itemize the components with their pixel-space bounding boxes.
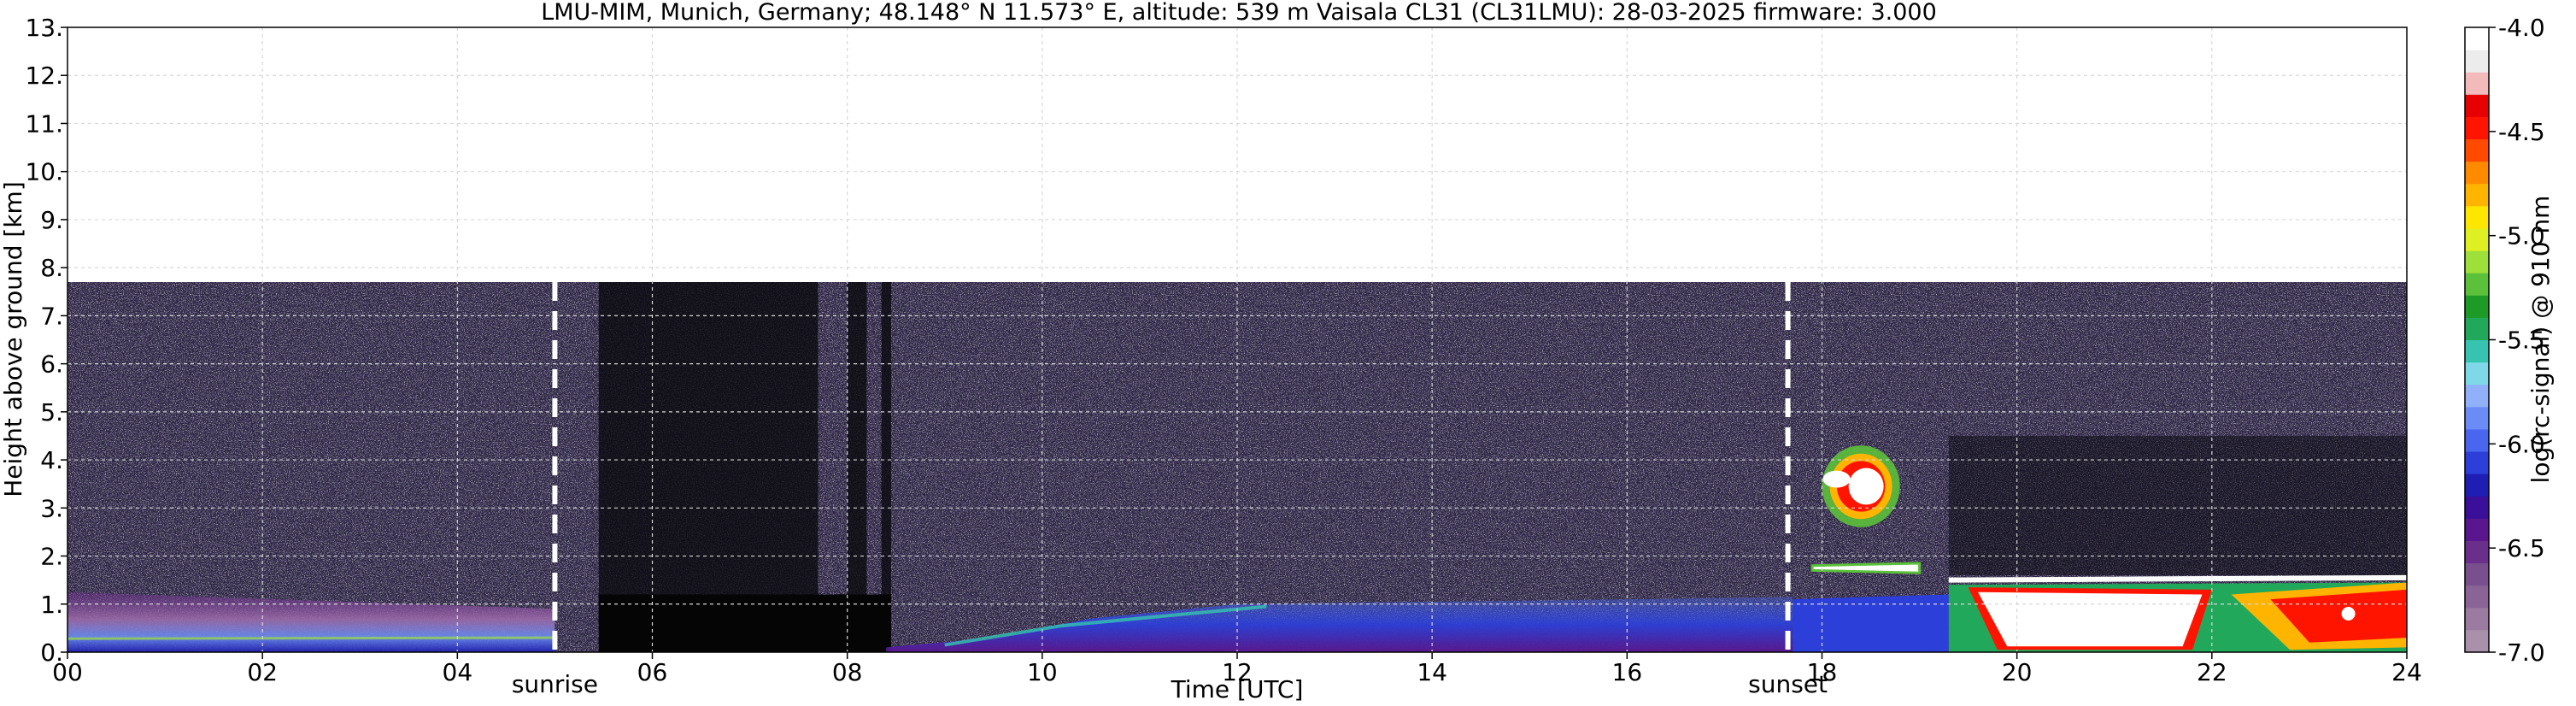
- x-tick-label-6: 12: [1222, 658, 1253, 686]
- feature-day-bl-top: [944, 604, 1267, 647]
- colorbar-segment-9: [2465, 428, 2489, 452]
- dark-column-2: [881, 282, 892, 652]
- feature-midcloud-tail: [1822, 470, 1851, 488]
- y-tick-label-10: 10.: [25, 158, 63, 186]
- colorbar-segment-20: [2465, 183, 2489, 207]
- x-tick-label-0: 00: [52, 658, 83, 686]
- colorbar-segment-17: [2465, 250, 2489, 274]
- feature-evening-bl: [1793, 594, 1949, 652]
- chart-title: LMU-MIM, Munich, Germany; 48.148° N 11.5…: [541, 0, 1937, 26]
- colorbar-segment-13: [2465, 339, 2489, 363]
- feature-lowcloud-white: [1978, 591, 2203, 647]
- y-tick-label-5: 5.: [40, 398, 63, 427]
- feature-lowcloud-top: [1948, 574, 2408, 583]
- colorbar-segment-16: [2465, 273, 2489, 296]
- colorbar-tick-label-2: -6.0: [2498, 430, 2545, 458]
- y-tick-label-0: 0.: [40, 638, 63, 667]
- x-tick-label-5: 10: [1027, 658, 1058, 686]
- y-tick-label-4: 4.: [40, 446, 63, 474]
- colorbar-segment-23: [2465, 116, 2489, 140]
- colorbar-segment-8: [2465, 451, 2489, 474]
- x-tick-label-9: 18: [1807, 658, 1838, 686]
- colorbar-label: log(rc-signal) @ 910 nm: [2526, 196, 2555, 484]
- y-axis: 0. 1. 2. 3. 4. 5. 6. 7. 8. 9. 10. 11. 12. 13.: [25, 14, 67, 667]
- x-tick-label-10: 20: [2002, 658, 2033, 686]
- colorbar-segment-26: [2465, 50, 2489, 73]
- y-tick-label-11: 11.: [25, 109, 63, 138]
- colorbar-segment-2: [2465, 585, 2489, 609]
- colorbar-tick-label-6: -4.0: [2498, 14, 2545, 42]
- grid-lines: [67, 27, 2407, 652]
- event-label-sunset: sunset: [1748, 670, 1828, 698]
- y-tick-label-12: 12.: [25, 62, 63, 90]
- colorbar-segment-19: [2465, 205, 2489, 229]
- colorbar-segment-1: [2465, 607, 2489, 631]
- x-tick-label-7: 14: [1417, 658, 1447, 686]
- colorbar: -7.0 -6.5 -6.0 -5.5 -5.0 -4.5 -4.0: [2464, 14, 2545, 667]
- event-label-sunrise: sunrise: [512, 670, 598, 698]
- colorbar-tick-label-5: -4.5: [2498, 118, 2545, 146]
- y-tick-label-13: 13.: [25, 14, 63, 42]
- y-tick-label-9: 9.: [40, 206, 63, 234]
- y-axis-label: Height above ground [km]: [0, 181, 27, 497]
- colorbar-segment-12: [2465, 362, 2489, 385]
- colorbar-segment-25: [2465, 72, 2489, 95]
- feature-day-boundary-layer: [886, 597, 1793, 652]
- x-tick-label-8: 16: [1612, 658, 1643, 686]
- colorbar-segment-6: [2465, 496, 2489, 519]
- colorbar-segment-24: [2465, 94, 2489, 117]
- event-markers: sunrise sunset: [512, 282, 1828, 698]
- colorbar-segment-10: [2465, 406, 2489, 430]
- feature-thin-cloud: [1810, 562, 1922, 574]
- colorbar-segment-14: [2465, 317, 2489, 340]
- feature-lowcloud-red2: [2270, 589, 2407, 643]
- x-axis: 00 02 04 06 08 10 12 14 16 18 20 22 24: [52, 26, 2422, 686]
- colorbar-segment-22: [2465, 138, 2489, 162]
- dark-column-1: [847, 282, 867, 652]
- colorbar-segment-11: [2465, 384, 2489, 408]
- feature-lowcloud-spot: [2341, 607, 2356, 621]
- colorbar-segment-3: [2465, 562, 2489, 586]
- colorbar-tick-label-0: -7.0: [2498, 638, 2545, 667]
- plot-area: [67, 27, 2408, 652]
- y-tick-label-2: 2.: [40, 543, 63, 571]
- dark-column-0: [598, 282, 819, 652]
- y-tick-label-7: 7.: [40, 302, 63, 330]
- colorbar-segment-18: [2465, 227, 2489, 251]
- colorbar-tick-label-1: -6.5: [2498, 534, 2545, 562]
- colorbar-segment-0: [2465, 629, 2489, 653]
- y-tick-label-1: 1.: [40, 591, 63, 619]
- x-tick-label-12: 24: [2391, 658, 2422, 686]
- x-axis-label: Time [UTC]: [1171, 675, 1304, 703]
- colorbar-segment-27: [2465, 27, 2489, 50]
- y-tick-label-3: 3.: [40, 494, 63, 522]
- colorbar-tick-label-3: -5.5: [2498, 327, 2545, 355]
- y-tick-label-8: 8.: [40, 254, 63, 282]
- x-tick-label-1: 02: [247, 658, 278, 686]
- colorbar-segment-4: [2465, 540, 2489, 564]
- colorbar-tick-label-4: -5.0: [2498, 222, 2545, 250]
- y-tick-label-6: 6.: [40, 350, 63, 379]
- colorbar-segment-7: [2465, 474, 2489, 497]
- x-tick-label-3: 06: [637, 658, 668, 686]
- dark-evening-block: [1948, 435, 2407, 576]
- colorbar-segment-5: [2465, 518, 2489, 541]
- colorbar-segment-21: [2465, 161, 2489, 185]
- x-tick-label-4: 08: [832, 658, 863, 686]
- x-tick-label-2: 04: [443, 658, 473, 686]
- colorbar-segment-15: [2465, 295, 2489, 318]
- feature-midcloud-white: [1848, 468, 1884, 505]
- x-tick-label-11: 22: [2197, 658, 2227, 686]
